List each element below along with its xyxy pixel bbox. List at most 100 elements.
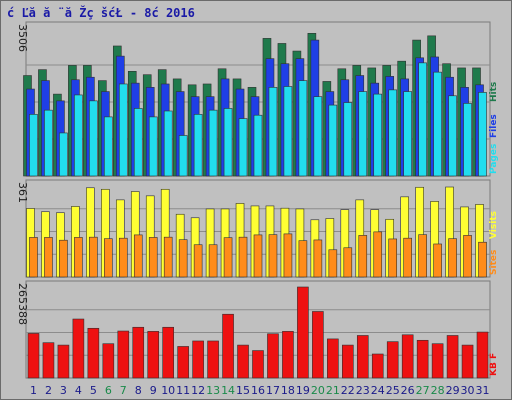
bar-pages <box>118 83 128 177</box>
x-tick-label: 31 <box>476 384 490 397</box>
bar-kb-f <box>192 340 204 379</box>
bar-sites <box>118 237 128 278</box>
bar-kb-f <box>312 311 324 379</box>
y-max-label: 361 <box>16 182 29 203</box>
bar-kb-f <box>207 340 219 379</box>
bar-pages <box>163 110 173 177</box>
bar-sites <box>433 243 442 278</box>
x-tick-label: 30 <box>461 384 475 397</box>
bar-kb-f <box>162 326 174 379</box>
x-tick-label: 10 <box>161 384 175 397</box>
legend-hits: Hits <box>489 82 499 102</box>
bar-sites <box>328 249 338 278</box>
bar-sites <box>448 238 457 278</box>
bar-pages <box>193 114 203 177</box>
x-tick-label: 28 <box>431 384 445 397</box>
x-tick-label: 3 <box>60 384 67 397</box>
bar-sites <box>313 239 323 278</box>
x-tick-label: 23 <box>356 384 370 397</box>
bar-kb-f <box>222 313 234 379</box>
y-max-label: 3506 <box>16 24 29 52</box>
bar-kb-f <box>356 335 369 379</box>
x-tick-label: 6 <box>105 384 112 397</box>
bar-sites <box>59 239 68 278</box>
x-tick-label: 26 <box>401 384 415 397</box>
bar-sites <box>89 236 98 278</box>
bar-pages <box>403 91 412 177</box>
bar-pages <box>328 104 338 177</box>
bar-sites <box>403 237 412 278</box>
bar-pages <box>373 93 383 177</box>
x-tick-label: 16 <box>251 384 265 397</box>
bar-kb-f <box>461 344 474 379</box>
bar-pages <box>178 135 188 177</box>
bar-pages <box>208 109 218 177</box>
bar-pages <box>358 91 368 177</box>
bar-kb-f <box>57 344 70 379</box>
bar-pages <box>418 62 427 177</box>
bar-kb-f <box>147 331 160 379</box>
x-tick-label: 13 <box>206 384 220 397</box>
bar-kb-f <box>446 335 459 379</box>
legend-pages: Pages <box>489 144 499 174</box>
bar-kb-f <box>416 339 429 379</box>
legend-files: Files <box>489 114 499 138</box>
x-tick-label: 9 <box>150 384 157 397</box>
bar-pages <box>148 116 158 177</box>
bar-kb-f <box>267 333 279 379</box>
bar-pages <box>29 114 38 177</box>
bar-sites <box>478 241 487 278</box>
bar-kb-f <box>42 342 55 379</box>
x-tick-label: 14 <box>221 384 235 397</box>
bar-sites <box>418 234 427 278</box>
x-tick-label: 1 <box>30 384 37 397</box>
bar-kb-f <box>87 327 100 379</box>
bar-pages <box>74 94 83 177</box>
bar-pages <box>313 96 323 177</box>
bar-pages <box>238 118 248 177</box>
x-tick-label: 18 <box>281 384 295 397</box>
bar-pages <box>433 71 442 177</box>
x-tick-label: 25 <box>386 384 400 397</box>
bar-kb-f <box>117 330 130 379</box>
bar-sites <box>283 233 293 278</box>
bar-kb-f <box>282 331 294 379</box>
bar-pages <box>223 108 233 177</box>
bar-pages <box>253 114 263 177</box>
bar-kb-f <box>177 346 189 379</box>
bar-kb-f <box>476 331 489 379</box>
panel-middle: 361 Sites Visits <box>16 179 499 278</box>
bar-sites <box>358 235 368 278</box>
bar-pages <box>298 80 308 177</box>
bar-sites <box>238 236 248 278</box>
x-tick-label: 24 <box>371 384 385 397</box>
bar-pages <box>89 100 98 177</box>
bar-kb-f <box>297 286 309 379</box>
bar-sites <box>388 238 398 278</box>
bar-sites <box>133 234 143 278</box>
bar-sites <box>178 239 188 278</box>
x-tick-label: 4 <box>75 384 82 397</box>
x-tick-label: 19 <box>296 384 310 397</box>
x-tick-label: 7 <box>120 384 127 397</box>
bar-kb-f <box>27 333 40 379</box>
legend-sites: Sites <box>489 250 499 275</box>
bar-kb-f <box>327 338 339 379</box>
bar-sites <box>298 240 308 278</box>
x-tick-label: 29 <box>446 384 460 397</box>
x-tick-label: 11 <box>176 384 190 397</box>
bar-kb-f <box>237 344 249 379</box>
x-tick-label: 20 <box>311 384 325 397</box>
bar-pages <box>448 95 457 177</box>
bar-sites <box>268 234 278 278</box>
bar-kb-f <box>431 343 444 379</box>
bar-sites <box>343 247 353 278</box>
chart-title: ć Ľă ă ¨ă Žç šćŁ - 8ć 2016 <box>7 5 195 20</box>
legend-visits: Visits <box>489 211 499 239</box>
x-tick-label: 17 <box>266 384 280 397</box>
panel-top: 3506 Pages Files Hits <box>16 21 499 177</box>
bar-kb-f <box>371 353 384 379</box>
bar-sites <box>253 234 263 278</box>
